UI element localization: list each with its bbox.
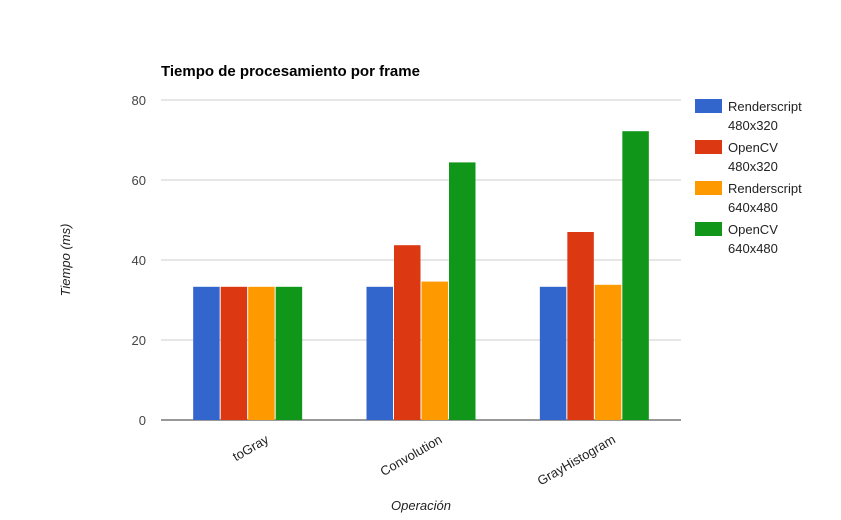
legend-label: OpenCV 640x480 — [728, 222, 778, 256]
legend-label: OpenCV 480x320 — [728, 140, 778, 174]
x-tick-label: GrayHistogram — [535, 432, 618, 489]
legend-swatch — [695, 140, 722, 154]
y-tick-label: 20 — [132, 333, 146, 348]
bar — [449, 162, 476, 420]
y-tick-label: 0 — [139, 413, 146, 428]
legend-label: Renderscript 640x480 — [728, 181, 802, 215]
y-tick-label: 40 — [132, 253, 146, 268]
legend-swatch — [695, 99, 722, 113]
bar — [275, 286, 303, 420]
x-tick-label: Convolution — [378, 432, 445, 479]
x-axis-title: Operación — [391, 498, 451, 513]
bar — [622, 131, 649, 420]
bar — [594, 284, 622, 420]
y-tick-label: 80 — [132, 93, 146, 108]
bar — [539, 286, 567, 420]
bar — [567, 232, 594, 420]
x-axis-categories: toGray Convolution GrayHistogram — [230, 431, 618, 488]
bar — [248, 286, 275, 420]
bar — [366, 286, 393, 420]
y-axis-title: Tiempo (ms) — [58, 224, 73, 297]
bar — [421, 281, 448, 420]
bar — [193, 286, 220, 420]
legend: Renderscript 480x320 OpenCV 480x320 Rendersc… — [695, 99, 802, 256]
y-axis-ticks: 0 20 40 60 80 — [132, 93, 146, 428]
legend-swatch — [695, 181, 722, 195]
bar — [220, 286, 248, 420]
legend-label: Renderscript 480x320 — [728, 99, 802, 133]
y-tick-label: 60 — [132, 173, 146, 188]
bars — [193, 131, 649, 420]
bar — [394, 245, 421, 420]
x-tick-label: toGray — [230, 431, 272, 464]
chart-title: Tiempo de procesamiento por frame — [161, 63, 420, 80]
gridlines — [161, 99, 681, 421]
legend-swatch — [695, 222, 722, 236]
